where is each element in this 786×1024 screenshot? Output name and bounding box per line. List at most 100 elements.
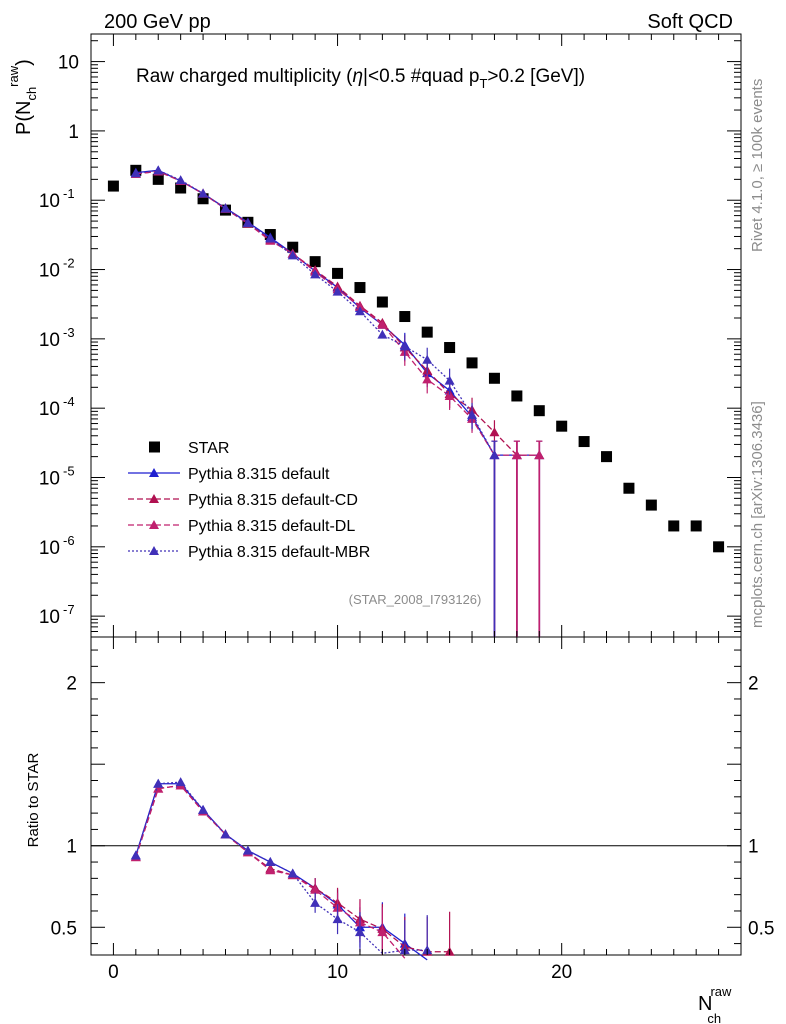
ratio-data-point-2 <box>265 865 276 875</box>
star-data-point <box>107 180 119 192</box>
star-data-point <box>287 241 299 253</box>
star-data-point <box>511 390 523 402</box>
legend-label: STAR <box>188 440 229 457</box>
mc-data-point-4 <box>220 203 231 213</box>
mc-data-point-3 <box>444 390 455 400</box>
mc-data-point-4 <box>332 286 343 296</box>
ratio-data-point-3 <box>198 804 209 814</box>
main-y-axis-label: P(Nchraw) <box>6 59 39 135</box>
mc-data-point-4 <box>489 450 500 460</box>
mc-data-point-3 <box>534 450 545 460</box>
ratio-data-point-3 <box>175 777 186 787</box>
mc-line-3 <box>135 170 540 456</box>
legend-label: Pythia 8.315 default-CD <box>188 492 358 509</box>
x-tick-label: 0 <box>108 962 119 983</box>
ratio-data-point-3 <box>153 778 164 788</box>
ratio-y-tick-label: 1 <box>66 837 77 858</box>
star-data-point <box>488 372 500 384</box>
ratio-line-3 <box>135 781 428 955</box>
star-data-point <box>601 451 613 463</box>
main-plot-marks <box>107 164 725 637</box>
header-right: Soft QCD <box>647 11 733 33</box>
ratio-data-point-3 <box>287 868 298 878</box>
y-tick-label: 10 -4 <box>39 394 75 420</box>
header-left: 200 GeV pp <box>104 11 211 33</box>
ratio-data-point-2 <box>310 884 321 894</box>
ratio-data-point-3 <box>265 857 276 867</box>
mc-line-2 <box>135 170 540 456</box>
legend-marker <box>149 494 159 503</box>
mc-data-point-4 <box>399 341 410 351</box>
star-data-point <box>332 267 344 279</box>
ratio-y-tick-label-right: 1 <box>748 837 759 858</box>
star-data-point <box>668 520 680 532</box>
star-data-point <box>556 420 568 432</box>
mc-data-point-4 <box>467 409 478 419</box>
star-data-point <box>444 342 456 354</box>
ratio-panel-frame <box>90 636 742 956</box>
mc-data-point-3 <box>511 450 522 460</box>
ratio-data-point-3 <box>310 897 321 907</box>
star-data-point <box>197 193 209 205</box>
ratio-data-point-2 <box>377 927 388 937</box>
legend-marker <box>149 546 159 555</box>
ratio-plot-marks <box>91 777 741 961</box>
legend-marker-star <box>149 441 160 453</box>
mc-data-point-4 <box>310 269 321 279</box>
legend-label: Pythia 8.315 default-DL <box>188 518 355 535</box>
star-data-point <box>175 182 187 194</box>
rivet-version-label: Rivet 4.1.0, ≥ 100k events <box>749 79 766 252</box>
legend: STAR Pythia 8.315 default Pythia 8.315 def… <box>128 440 370 561</box>
x-axis-label: Nraw ch <box>698 984 732 1024</box>
chart-title: Raw charged multiplicity (η|<0.5 #quad p… <box>136 66 585 91</box>
mc-data-point-4 <box>153 165 164 175</box>
star-data-point <box>690 520 702 532</box>
mc-data-point-4 <box>444 375 455 385</box>
mc-data-point-4 <box>175 175 186 185</box>
analysis-watermark: (STAR_2008_I793126) <box>349 592 482 607</box>
ratio-y-tick-label: 2 <box>66 674 77 695</box>
mc-data-point-4 <box>198 188 209 198</box>
star-data-point <box>354 282 366 294</box>
star-data-point <box>623 482 635 494</box>
ratio-y-tick-label-right: 2 <box>748 674 759 695</box>
legend-label: Pythia 8.315 default-MBR <box>188 544 370 561</box>
star-data-point <box>152 173 164 185</box>
mc-data-point-4 <box>242 217 253 227</box>
mc-data-point-4 <box>377 329 388 339</box>
y-tick-label: 10 -6 <box>39 533 75 559</box>
y-tick-label: 10 -2 <box>39 256 75 282</box>
mc-data-point-4 <box>265 233 276 243</box>
mc-line-4 <box>135 169 496 456</box>
y-tick-label: 10 -3 <box>39 325 75 351</box>
y-tick-label: 10 -1 <box>39 186 75 212</box>
ratio-line-1 <box>135 784 450 953</box>
star-data-point <box>578 436 590 448</box>
star-data-point <box>376 296 388 308</box>
mc-line-1 <box>135 169 540 456</box>
ratio-y-tick-label-right: 0.5 <box>748 918 774 939</box>
star-data-point <box>421 326 433 338</box>
mc-data-point-3 <box>422 374 433 384</box>
star-data-point <box>466 357 478 369</box>
x-tick-label: 20 <box>551 962 572 983</box>
ratio-y-axis-label: Ratio to STAR <box>25 752 42 847</box>
ratio-y-tick-label: 0.5 <box>51 918 77 939</box>
mcplots-label: mcplots.cern.ch [arXiv:1306.3436] <box>749 401 766 628</box>
star-data-point <box>399 311 411 323</box>
mc-data-point-2 <box>489 427 500 437</box>
legend-marker <box>149 520 159 529</box>
mc-data-point-4 <box>130 168 141 178</box>
y-tick-label: 10 <box>58 53 79 74</box>
legend-label: Pythia 8.315 default <box>188 466 330 483</box>
mc-data-point-3 <box>377 319 388 329</box>
y-tick-label: 1 <box>68 122 79 143</box>
star-data-point <box>533 405 545 417</box>
mc-data-point-4 <box>287 250 298 260</box>
mc-data-point-4 <box>354 306 365 316</box>
y-tick-label: 10 -7 <box>39 602 75 628</box>
ratio-data-point-3 <box>220 829 231 839</box>
ratio-data-point-3 <box>242 845 253 855</box>
ratio-data-point-3 <box>130 850 141 860</box>
